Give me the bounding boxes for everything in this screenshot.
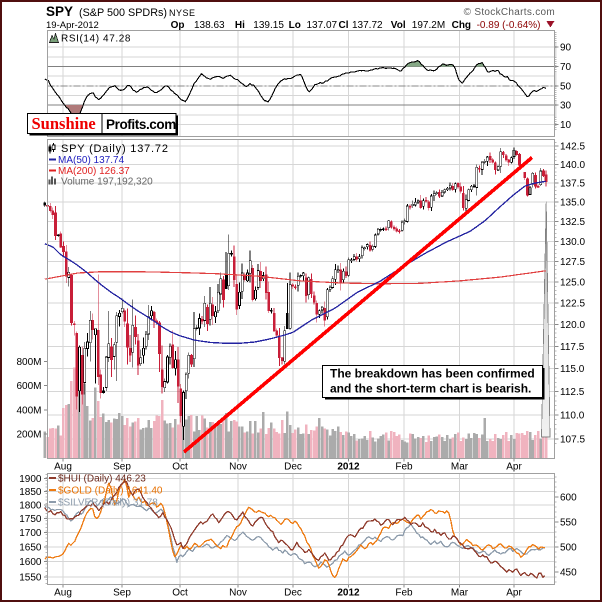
- svg-text:1550: 1550: [19, 573, 42, 584]
- svg-text:50: 50: [560, 81, 572, 92]
- svg-text:Sunshine: Sunshine: [32, 114, 96, 133]
- svg-text:110.0: 110.0: [560, 410, 585, 421]
- svg-text:30: 30: [560, 101, 572, 112]
- svg-text:Feb: Feb: [395, 462, 413, 473]
- svg-text:135.0: 135.0: [560, 198, 585, 209]
- svg-text:800M: 800M: [16, 357, 41, 368]
- svg-text:-0.89 (-0.64%): -0.89 (-0.64%): [477, 20, 541, 31]
- svg-text:1700: 1700: [19, 528, 42, 539]
- svg-text:Hi: Hi: [235, 20, 245, 31]
- svg-text:SPY (Daily) 137.72: SPY (Daily) 137.72: [61, 143, 169, 155]
- svg-text:600M: 600M: [16, 381, 41, 392]
- svg-text:140.0: 140.0: [560, 160, 585, 171]
- svg-text:127.5: 127.5: [560, 257, 585, 268]
- svg-text:and the short-term chart is be: and the short-term chart is bearish.: [330, 382, 531, 396]
- svg-text:117.5: 117.5: [560, 342, 585, 353]
- svg-text:Profits.com: Profits.com: [106, 117, 176, 132]
- svg-text:MA(50) 137.74: MA(50) 137.74: [58, 155, 125, 166]
- svg-text:1600: 1600: [19, 557, 42, 568]
- svg-text:19-Apr-2012: 19-Apr-2012: [46, 20, 99, 31]
- svg-text:137.07: 137.07: [307, 20, 338, 31]
- svg-text:138.63: 138.63: [194, 20, 225, 31]
- svg-text:10: 10: [560, 120, 572, 131]
- svg-text:2012: 2012: [337, 462, 360, 473]
- svg-text:137.72: 137.72: [352, 20, 383, 31]
- svg-text:Oct: Oct: [172, 462, 188, 473]
- svg-text:130.0: 130.0: [560, 237, 585, 248]
- svg-text:120.0: 120.0: [560, 320, 585, 331]
- svg-text:Op: Op: [171, 20, 185, 31]
- svg-text:Sep: Sep: [113, 588, 131, 599]
- svg-text:Aug: Aug: [54, 462, 72, 473]
- svg-text:© StockCharts.com: © StockCharts.com: [464, 7, 555, 18]
- svg-text:1650: 1650: [19, 542, 42, 553]
- svg-text:The breakdown has been confirm: The breakdown has been confirmed: [330, 367, 535, 381]
- svg-text:$GOLD (Daily) 1641.40: $GOLD (Daily) 1641.40: [58, 486, 163, 497]
- svg-text:1900: 1900: [19, 474, 42, 485]
- svg-text:550: 550: [560, 517, 577, 528]
- svg-text:NYSE: NYSE: [169, 8, 196, 18]
- svg-text:125.0: 125.0: [560, 278, 585, 289]
- svg-text:90: 90: [560, 43, 572, 54]
- svg-text:Mar: Mar: [451, 588, 469, 599]
- svg-text:Lo: Lo: [289, 20, 301, 31]
- svg-text:Nov: Nov: [229, 462, 247, 473]
- svg-text:70: 70: [560, 62, 572, 73]
- svg-text:115.0: 115.0: [560, 364, 585, 375]
- svg-text:1850: 1850: [19, 487, 42, 498]
- svg-text:600: 600: [560, 492, 577, 503]
- svg-text:$SILVER (Daily) 31.78: $SILVER (Daily) 31.78: [58, 498, 158, 509]
- svg-text:197.2M: 197.2M: [412, 20, 445, 31]
- svg-text:Mar: Mar: [451, 462, 469, 473]
- svg-text:MA(200) 126.37: MA(200) 126.37: [58, 166, 130, 177]
- svg-text:(S&P 500 SPDRs): (S&P 500 SPDRs): [79, 7, 167, 19]
- svg-text:122.5: 122.5: [560, 299, 585, 310]
- svg-text:500: 500: [560, 543, 577, 554]
- svg-text:137.5: 137.5: [560, 179, 585, 190]
- svg-text:Vol: Vol: [391, 20, 406, 31]
- svg-text:450: 450: [560, 568, 577, 579]
- svg-text:Aug: Aug: [54, 588, 72, 599]
- svg-text:139.15: 139.15: [253, 20, 284, 31]
- svg-text:Dec: Dec: [284, 588, 302, 599]
- svg-text:Cl: Cl: [339, 20, 349, 31]
- svg-text:SPY: SPY: [46, 4, 73, 19]
- svg-text:132.5: 132.5: [560, 217, 585, 228]
- svg-text:Dec: Dec: [284, 462, 302, 473]
- svg-text:2012: 2012: [337, 588, 360, 599]
- svg-text:Chg: Chg: [452, 20, 471, 31]
- svg-text:Apr: Apr: [506, 588, 522, 599]
- svg-text:1800: 1800: [19, 500, 42, 511]
- svg-text:112.5: 112.5: [560, 387, 585, 398]
- svg-text:1750: 1750: [19, 514, 42, 525]
- svg-text:400M: 400M: [16, 405, 41, 416]
- svg-text:142.5: 142.5: [560, 142, 585, 153]
- svg-text:107.5: 107.5: [560, 434, 585, 445]
- svg-text:RSI(14) 47.28: RSI(14) 47.28: [61, 34, 131, 45]
- svg-text:Nov: Nov: [229, 588, 247, 599]
- svg-text:Feb: Feb: [395, 588, 413, 599]
- svg-text:Oct: Oct: [172, 588, 188, 599]
- svg-text:200M: 200M: [16, 429, 41, 440]
- svg-text:Apr: Apr: [506, 462, 522, 473]
- svg-text:Sep: Sep: [113, 462, 131, 473]
- svg-text:Volume 197,192,320: Volume 197,192,320: [61, 177, 153, 188]
- svg-text:$HUI (Daily) 446.23: $HUI (Daily) 446.23: [58, 474, 146, 485]
